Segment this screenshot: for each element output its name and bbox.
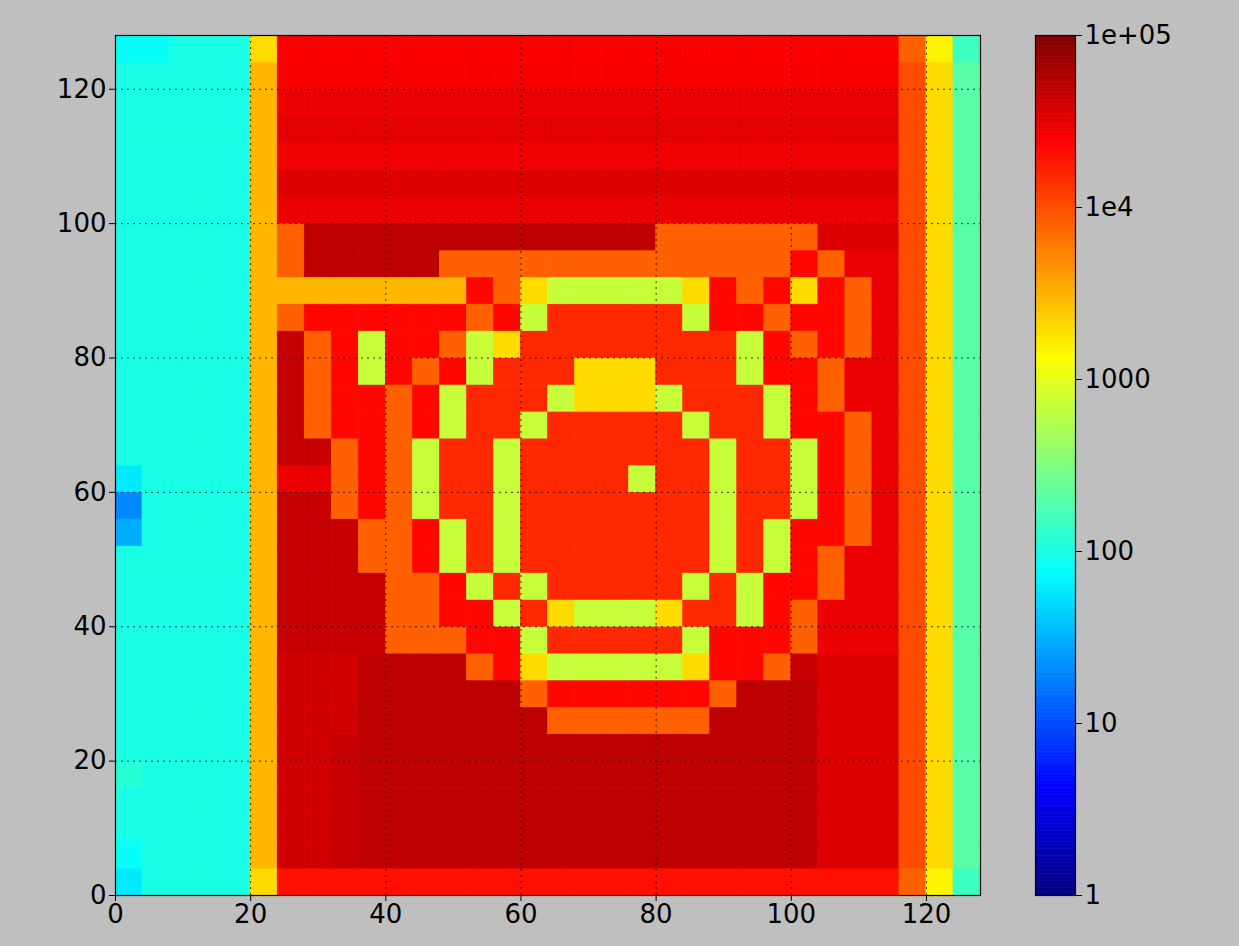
svg-text:40: 40	[73, 611, 106, 641]
svg-text:120: 120	[902, 899, 952, 929]
svg-text:120: 120	[57, 74, 107, 104]
svg-text:100: 100	[766, 899, 816, 929]
svg-text:80: 80	[73, 342, 106, 372]
svg-text:1e+05: 1e+05	[1085, 20, 1172, 50]
svg-text:20: 20	[234, 899, 267, 929]
svg-text:0: 0	[90, 880, 107, 910]
svg-text:80: 80	[640, 899, 673, 929]
svg-text:1: 1	[1085, 880, 1102, 910]
svg-text:60: 60	[504, 899, 537, 929]
svg-text:10: 10	[1085, 708, 1118, 738]
svg-text:0: 0	[107, 899, 124, 929]
svg-text:20: 20	[73, 745, 106, 775]
svg-text:1000: 1000	[1085, 364, 1151, 394]
svg-text:100: 100	[57, 208, 107, 238]
svg-text:60: 60	[73, 477, 106, 507]
svg-text:100: 100	[1085, 536, 1135, 566]
svg-text:40: 40	[369, 899, 402, 929]
svg-text:1e4: 1e4	[1085, 192, 1134, 222]
